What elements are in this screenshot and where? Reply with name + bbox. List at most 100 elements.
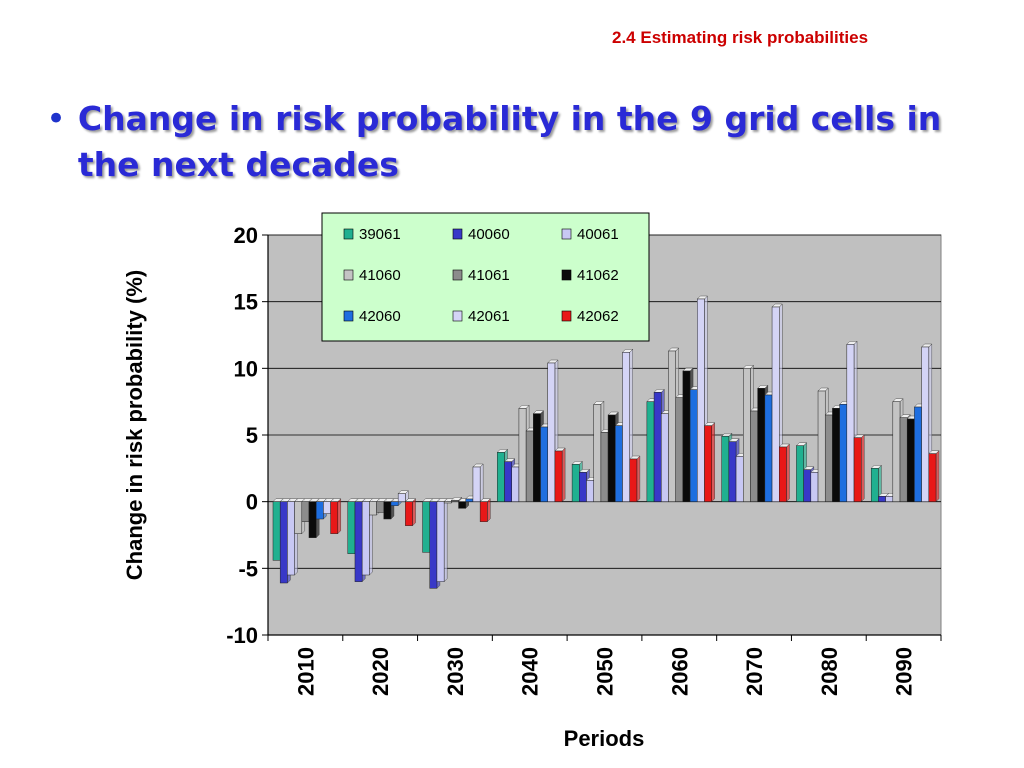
bar <box>721 436 730 502</box>
bar <box>928 453 937 502</box>
bar <box>853 437 862 502</box>
legend-label: 40061 <box>577 226 619 243</box>
bar <box>750 410 758 502</box>
bar <box>405 501 413 526</box>
bar <box>301 501 310 522</box>
legend-label: 41060 <box>359 267 401 284</box>
bar <box>810 472 819 502</box>
bar <box>272 501 281 561</box>
bar <box>287 501 295 576</box>
bar <box>743 368 751 502</box>
bar <box>600 432 609 502</box>
bar <box>607 414 616 502</box>
bar <box>878 496 886 502</box>
bar <box>511 466 520 502</box>
bar <box>697 298 705 502</box>
legend-label: 42060 <box>359 308 401 325</box>
bar <box>899 417 908 502</box>
bar <box>704 425 712 502</box>
bar <box>646 401 655 502</box>
bar <box>554 450 563 502</box>
x-tick-label: 2020 <box>368 647 393 696</box>
bar <box>422 501 430 553</box>
bar <box>906 418 915 502</box>
bar <box>817 390 826 502</box>
bar <box>465 498 474 502</box>
legend-label: 41061 <box>468 267 510 284</box>
bar-side <box>412 498 416 527</box>
legend-label: 42061 <box>468 308 510 325</box>
legend-swatch <box>452 228 463 240</box>
bar <box>586 480 594 502</box>
bar <box>579 472 587 502</box>
bar <box>525 430 534 502</box>
bar <box>675 397 684 502</box>
y-tick-label: 10 <box>234 356 258 381</box>
legend-swatch <box>343 310 354 322</box>
bar <box>846 344 855 502</box>
bar <box>571 464 580 502</box>
bar <box>661 413 669 502</box>
legend-label: 39061 <box>359 226 401 243</box>
y-tick-label: 0 <box>246 490 258 515</box>
bar <box>668 350 676 502</box>
bar <box>323 501 331 514</box>
bar <box>921 346 930 502</box>
bar <box>397 493 406 502</box>
y-tick-label: 20 <box>234 223 258 248</box>
bar-side <box>561 447 566 503</box>
legend-swatch <box>561 269 572 281</box>
legend-swatch <box>561 310 572 322</box>
bar <box>839 404 848 502</box>
bar <box>361 501 370 576</box>
bar <box>436 501 445 582</box>
y-axis-label: Change in risk probability (%) <box>122 270 147 580</box>
bar <box>279 501 288 584</box>
bar <box>622 352 630 502</box>
bar <box>518 408 527 502</box>
bar <box>390 501 399 506</box>
bar <box>308 501 317 538</box>
bar <box>354 501 363 582</box>
bar <box>294 501 303 534</box>
bar <box>914 406 922 502</box>
bar <box>376 501 385 513</box>
bar <box>497 452 505 502</box>
x-axis-label: Periods <box>564 726 645 751</box>
legend-swatch <box>343 228 354 240</box>
bar <box>429 501 438 589</box>
bar <box>870 468 879 502</box>
bar-side <box>711 422 715 503</box>
bar-side <box>861 434 865 503</box>
bar <box>615 425 623 502</box>
bar-side <box>935 450 940 503</box>
bar <box>892 401 901 502</box>
bar <box>533 413 541 502</box>
bar <box>504 461 512 502</box>
bar <box>885 496 894 502</box>
x-tick-label: 2060 <box>667 647 692 696</box>
bar <box>824 414 833 502</box>
bar <box>629 458 638 502</box>
bar-side <box>443 498 448 583</box>
x-tick-label: 2010 <box>293 647 318 696</box>
section-tag: 2.4 Estimating risk probabilities <box>612 28 869 47</box>
x-tick-label: 2050 <box>593 647 618 696</box>
y-tick-label: 15 <box>234 290 258 315</box>
bar <box>832 408 840 502</box>
bar <box>369 501 377 516</box>
bar <box>653 392 662 502</box>
bar <box>443 501 452 504</box>
bar <box>771 306 780 502</box>
bar <box>540 426 548 502</box>
legend-swatch <box>452 310 463 322</box>
legend-label: 42062 <box>577 308 619 325</box>
bar <box>689 389 698 502</box>
bar <box>796 445 804 502</box>
bar <box>347 501 356 554</box>
bar <box>472 466 481 502</box>
bar <box>682 370 691 502</box>
bar-side <box>786 443 790 503</box>
y-tick-label: -5 <box>238 556 258 581</box>
x-tick-label: 2080 <box>817 647 842 696</box>
